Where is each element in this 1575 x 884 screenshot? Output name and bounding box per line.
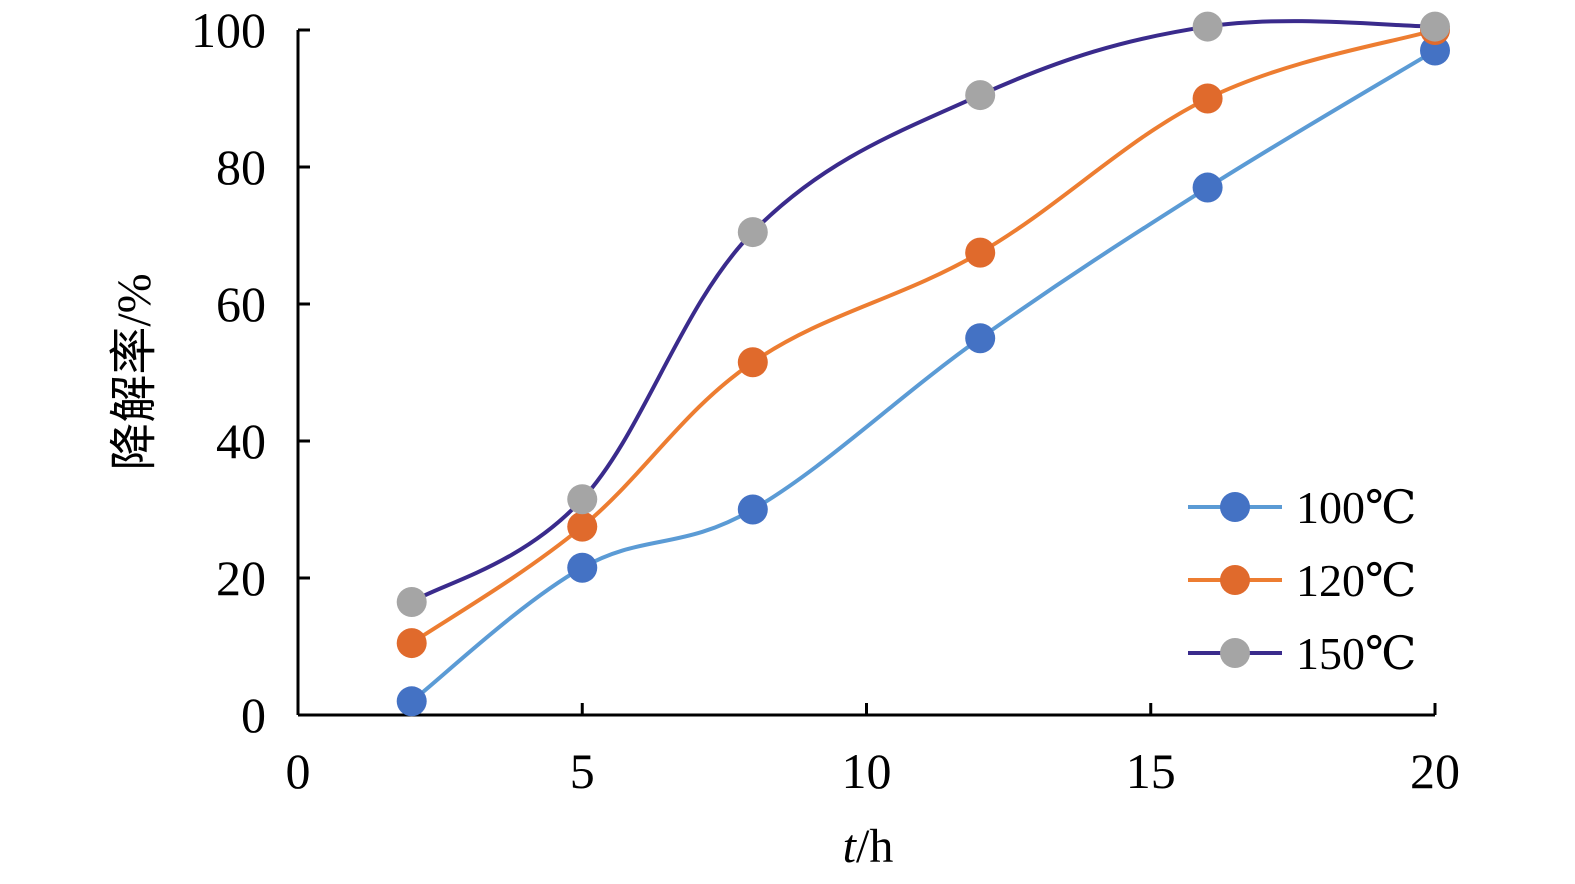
data-point: [1192, 11, 1223, 42]
series-markers: [396, 11, 1450, 717]
data-point: [396, 628, 427, 659]
y-tick-label: 20: [216, 550, 266, 606]
data-point: [737, 347, 768, 378]
y-tick-label: 80: [216, 139, 266, 195]
legend: 100℃ 120℃ 150℃: [1188, 482, 1416, 679]
x-axis-title-unit: /h: [856, 820, 893, 873]
series-lines: [409, 19, 1437, 704]
y-tick-label: 100: [191, 2, 266, 58]
data-point: [1192, 83, 1223, 114]
x-tick-label: 5: [570, 743, 595, 799]
x-tick-label: 15: [1126, 743, 1176, 799]
series-line-0: [409, 48, 1437, 704]
series-line-2: [409, 19, 1437, 604]
y-tick-label: 60: [216, 276, 266, 332]
data-point: [965, 237, 996, 268]
data-point: [567, 511, 598, 542]
y-tick-label: 40: [216, 413, 266, 469]
axes: [296, 28, 1437, 717]
data-point: [965, 323, 996, 354]
data-point: [1420, 35, 1450, 66]
legend-label-1: 120℃: [1296, 555, 1416, 606]
legend-marker-1: [1220, 565, 1250, 595]
tick-labels: 0 20 40 60 80 100 0 5 10 15 20: [191, 2, 1460, 799]
legend-marker-2: [1220, 638, 1250, 668]
data-point: [396, 586, 427, 617]
x-tick-label: 0: [286, 743, 311, 799]
x-axis-title: t/h: [843, 820, 894, 873]
x-axis-title-variable: t: [843, 820, 858, 873]
data-point: [965, 80, 996, 111]
data-point: [567, 552, 598, 583]
y-axis-title: 降解率/%: [108, 273, 161, 470]
data-point: [737, 217, 768, 248]
data-point: [567, 484, 598, 515]
x-tick-label: 10: [842, 743, 892, 799]
data-point: [737, 494, 768, 525]
legend-label-0: 100℃: [1296, 482, 1416, 533]
data-point: [1192, 172, 1223, 203]
legend-label-2: 150℃: [1296, 628, 1416, 679]
y-tick-label: 0: [241, 687, 266, 743]
data-point: [396, 686, 427, 717]
legend-marker-0: [1220, 492, 1250, 522]
x-tick-label: 20: [1410, 743, 1460, 799]
data-point: [1420, 11, 1450, 42]
